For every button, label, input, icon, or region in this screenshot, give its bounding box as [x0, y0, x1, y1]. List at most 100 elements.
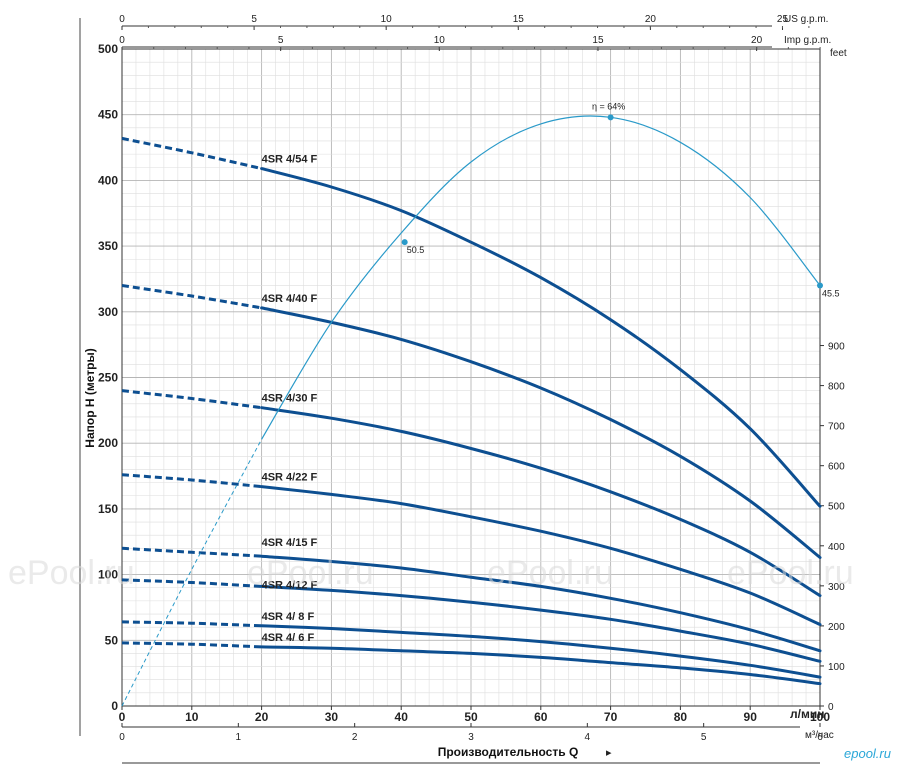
- us-gpm-tick-label: 5: [251, 14, 257, 25]
- x-tick-label: 0: [119, 710, 126, 724]
- y-tick-label: 350: [98, 239, 118, 253]
- watermark-3: ePool.ru: [487, 554, 614, 592]
- series-label: 4SR 4/ 6 F: [262, 632, 315, 644]
- x2-unit-label: м³/час: [805, 730, 834, 741]
- imp-gpm-tick-label: 5: [278, 35, 284, 46]
- x-tick-label: 70: [604, 710, 618, 724]
- feet-tick-label: 100: [828, 662, 845, 673]
- series-line: [260, 306, 822, 559]
- x-tick-label: 60: [534, 710, 548, 724]
- x-tick-label: 40: [395, 710, 409, 724]
- series-dashed-segment: [121, 578, 262, 588]
- imp-gpm-tick-label: 20: [751, 35, 763, 46]
- series-dashed-segment: [121, 620, 262, 628]
- y-tick-label: 400: [98, 173, 118, 187]
- y-tick-label: 0: [111, 699, 118, 713]
- series-line: [260, 584, 822, 663]
- series-dashed-segment: [121, 641, 262, 649]
- y-tick-label: 200: [98, 436, 118, 450]
- m3h-tick-label: 5: [701, 732, 707, 743]
- feet-tick-label: 900: [828, 342, 845, 353]
- us-gpm-tick-label: 0: [119, 14, 125, 25]
- watermark-2: ePool.ru: [247, 554, 374, 592]
- x-tick-label: 50: [464, 710, 478, 724]
- series-dashed-segment: [121, 473, 262, 489]
- feet-tick-label: 0: [828, 702, 834, 713]
- y-tick-label: 50: [105, 633, 119, 647]
- series-line: [260, 645, 822, 686]
- m3h-tick-label: 4: [585, 732, 591, 743]
- efficiency-point-label: η = 64%: [592, 101, 625, 111]
- series-line: [260, 554, 822, 653]
- top1-unit-label: US g.p.m.: [784, 14, 828, 25]
- feet-tick-label: 500: [828, 502, 845, 513]
- y-axis-title: Напор Н (метры): [83, 348, 97, 447]
- us-gpm-tick-label: 15: [513, 14, 525, 25]
- x-tick-label: 80: [674, 710, 688, 724]
- series-label: 4SR 4/30 F: [262, 393, 318, 405]
- feet-tick-label: 700: [828, 422, 845, 433]
- axes: [79, 18, 824, 764]
- site-logo: epool.ru: [844, 746, 891, 761]
- feet-tick-label: 400: [828, 542, 845, 553]
- m3h-tick-label: 2: [352, 732, 358, 743]
- m3h-tick-label: 6: [817, 732, 823, 743]
- series-label: 4SR 4/22 F: [262, 472, 318, 484]
- series-label: 4SR 4/ 8 F: [262, 611, 315, 623]
- x-tick-label: 30: [325, 710, 339, 724]
- us-gpm-tick-label: 10: [381, 14, 393, 25]
- x-tick-label: 20: [255, 710, 269, 724]
- feet-tick-label: 200: [828, 622, 845, 633]
- feet-tick-label: 300: [828, 582, 845, 593]
- y-tick-label: 100: [98, 568, 118, 582]
- series-dashed-segment: [121, 546, 262, 558]
- imp-gpm-tick-label: 0: [119, 35, 125, 46]
- x-axis-title: Производительность Q: [438, 745, 579, 759]
- efficiency-dashed-segment: [121, 439, 263, 707]
- series-line: [260, 485, 822, 626]
- tick-labels: 0 10 20 30 40 50 60 70 80 90 100050100150200250300…: [98, 14, 845, 743]
- series-dashed-segment: [121, 284, 262, 310]
- y-tick-label: 250: [98, 371, 118, 385]
- series-dashed-segment: [121, 389, 262, 410]
- us-gpm-tick-label: 20: [645, 14, 657, 25]
- m3h-tick-label: 3: [468, 732, 474, 743]
- top2-unit-label: Imp g.p.m.: [784, 35, 831, 46]
- m3h-tick-label: 1: [236, 732, 242, 743]
- imp-gpm-tick-label: 10: [434, 35, 446, 46]
- imp-gpm-tick-label: 15: [592, 35, 604, 46]
- efficiency-point-label: 45.5: [822, 289, 840, 299]
- series-label: 4SR 4/40 F: [262, 293, 318, 305]
- right-unit-label: feet: [830, 48, 847, 59]
- x-tick-label: 100: [810, 710, 830, 724]
- us-gpm-tick-label: 25: [777, 14, 789, 25]
- series-label: 4SR 4/54 F: [262, 154, 318, 166]
- series-line: [260, 167, 822, 508]
- feet-tick-label: 800: [828, 382, 845, 393]
- series-dashed-segment: [121, 136, 262, 171]
- y-tick-label: 300: [98, 305, 118, 319]
- x-tick-label: 90: [744, 710, 758, 724]
- series-line: [260, 406, 822, 598]
- watermark-4: ePool.ru: [727, 554, 854, 592]
- m3h-tick-label: 0: [119, 732, 125, 743]
- efficiency-curve: 50.5 η = 64% 45.5: [121, 101, 840, 707]
- efficiency-point: [401, 239, 408, 246]
- x-axis-arrow: ▸: [606, 747, 612, 759]
- series-label: 4SR 4/15 F: [262, 537, 318, 549]
- feet-tick-label: 600: [828, 462, 845, 473]
- efficiency-point: [607, 114, 614, 121]
- pump-curves: [121, 136, 822, 686]
- efficiency-line: [261, 115, 821, 440]
- series-label: 4SR 4/12 F: [262, 579, 318, 591]
- y-tick-label: 500: [98, 42, 118, 56]
- watermark-1: ePool.ru: [8, 554, 135, 592]
- grid: [121, 48, 821, 707]
- y-tick-label: 450: [98, 108, 118, 122]
- series-labels: 4SR 4/54 F 4SR 4/40 F 4SR 4/30 F 4SR 4/22 F…: [262, 154, 318, 644]
- x-tick-label: 10: [185, 710, 199, 724]
- series-line: [260, 624, 822, 679]
- y-tick-label: 150: [98, 502, 118, 516]
- efficiency-point-label: 50.5: [407, 245, 425, 255]
